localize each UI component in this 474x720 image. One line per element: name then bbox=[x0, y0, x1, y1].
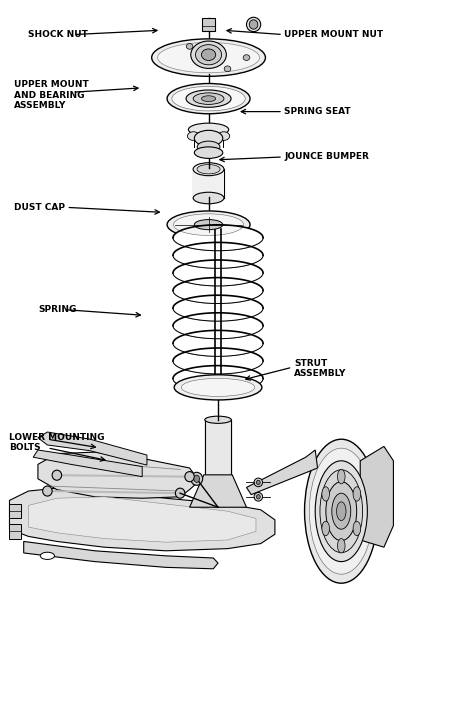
Polygon shape bbox=[38, 432, 147, 465]
Text: UPPER MOUNT
AND BEARING
ASSEMBLY: UPPER MOUNT AND BEARING ASSEMBLY bbox=[14, 80, 89, 110]
Polygon shape bbox=[173, 366, 263, 392]
Ellipse shape bbox=[353, 521, 361, 536]
Ellipse shape bbox=[256, 495, 260, 499]
Polygon shape bbox=[193, 169, 224, 198]
Ellipse shape bbox=[194, 475, 200, 482]
Ellipse shape bbox=[205, 416, 231, 423]
Polygon shape bbox=[33, 450, 142, 477]
Polygon shape bbox=[173, 312, 263, 338]
Polygon shape bbox=[9, 488, 275, 551]
Ellipse shape bbox=[256, 480, 260, 485]
Ellipse shape bbox=[191, 472, 202, 485]
Ellipse shape bbox=[167, 211, 250, 238]
Polygon shape bbox=[205, 420, 231, 482]
Ellipse shape bbox=[243, 55, 250, 60]
Ellipse shape bbox=[174, 374, 262, 400]
Ellipse shape bbox=[193, 192, 224, 204]
Ellipse shape bbox=[322, 521, 329, 536]
Ellipse shape bbox=[353, 487, 361, 501]
Polygon shape bbox=[173, 295, 263, 321]
Ellipse shape bbox=[246, 17, 261, 32]
Ellipse shape bbox=[195, 45, 221, 65]
Ellipse shape bbox=[197, 165, 220, 174]
Text: SPRING: SPRING bbox=[38, 305, 76, 314]
Ellipse shape bbox=[197, 141, 220, 153]
Ellipse shape bbox=[320, 470, 363, 553]
Text: JOUNCE BUMPER: JOUNCE BUMPER bbox=[284, 153, 369, 161]
Ellipse shape bbox=[337, 539, 345, 553]
Text: SPRING SEAT: SPRING SEAT bbox=[284, 107, 351, 116]
Polygon shape bbox=[173, 225, 263, 251]
Ellipse shape bbox=[304, 439, 378, 583]
Ellipse shape bbox=[157, 42, 259, 73]
Polygon shape bbox=[173, 260, 263, 286]
Ellipse shape bbox=[173, 214, 244, 235]
Ellipse shape bbox=[193, 93, 224, 104]
Ellipse shape bbox=[322, 487, 329, 501]
Polygon shape bbox=[28, 497, 256, 542]
Ellipse shape bbox=[52, 470, 62, 480]
Ellipse shape bbox=[191, 41, 227, 68]
Ellipse shape bbox=[249, 20, 258, 29]
Text: SHOCK NUT: SHOCK NUT bbox=[28, 30, 88, 39]
Polygon shape bbox=[38, 452, 199, 498]
Polygon shape bbox=[173, 330, 263, 356]
Ellipse shape bbox=[185, 472, 194, 482]
Ellipse shape bbox=[194, 147, 223, 158]
Ellipse shape bbox=[194, 220, 223, 230]
Text: DUST CAP: DUST CAP bbox=[14, 203, 65, 212]
Polygon shape bbox=[173, 243, 263, 269]
Text: UPPER MOUNT NUT: UPPER MOUNT NUT bbox=[284, 30, 383, 39]
Ellipse shape bbox=[309, 448, 373, 575]
Ellipse shape bbox=[254, 478, 263, 487]
Ellipse shape bbox=[337, 469, 345, 484]
Text: LOWER MOUNTING
BOLTS: LOWER MOUNTING BOLTS bbox=[9, 433, 105, 452]
Ellipse shape bbox=[43, 486, 52, 496]
Ellipse shape bbox=[332, 493, 351, 529]
Bar bbox=[9, 504, 21, 518]
Ellipse shape bbox=[186, 90, 231, 107]
Ellipse shape bbox=[201, 96, 216, 102]
Polygon shape bbox=[246, 450, 318, 495]
Ellipse shape bbox=[40, 552, 55, 559]
Ellipse shape bbox=[201, 49, 216, 60]
Ellipse shape bbox=[188, 132, 200, 140]
Bar bbox=[202, 18, 215, 31]
Ellipse shape bbox=[152, 39, 265, 76]
Polygon shape bbox=[360, 446, 393, 547]
Ellipse shape bbox=[188, 123, 228, 136]
Ellipse shape bbox=[218, 132, 229, 140]
Ellipse shape bbox=[186, 43, 193, 49]
Bar bbox=[9, 524, 21, 539]
Ellipse shape bbox=[326, 482, 356, 541]
Polygon shape bbox=[24, 541, 218, 569]
Text: STRUT
ASSEMBLY: STRUT ASSEMBLY bbox=[294, 359, 346, 378]
Polygon shape bbox=[190, 475, 246, 507]
Ellipse shape bbox=[194, 130, 223, 146]
Ellipse shape bbox=[315, 461, 367, 562]
Ellipse shape bbox=[172, 86, 246, 111]
Polygon shape bbox=[173, 348, 263, 374]
Ellipse shape bbox=[175, 488, 185, 498]
Ellipse shape bbox=[181, 378, 255, 396]
Ellipse shape bbox=[254, 492, 263, 501]
Ellipse shape bbox=[224, 66, 231, 72]
Polygon shape bbox=[173, 278, 263, 304]
Ellipse shape bbox=[337, 502, 346, 521]
Ellipse shape bbox=[193, 163, 224, 176]
Ellipse shape bbox=[167, 84, 250, 114]
